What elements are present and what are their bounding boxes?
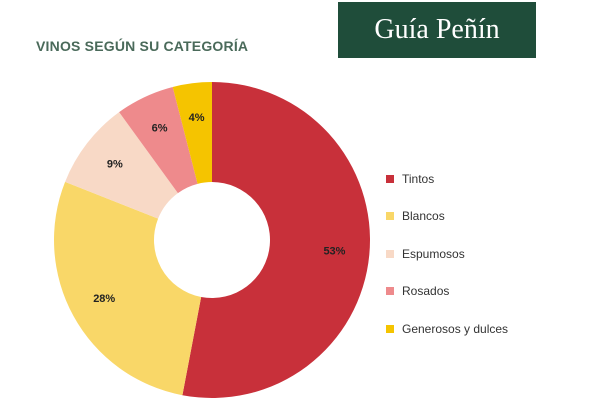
slice-label-blancos: 28% <box>93 293 115 305</box>
legend-swatch <box>386 174 394 183</box>
brand-logo: Guía Peñín <box>338 2 536 58</box>
legend-label: Blancos <box>402 209 445 224</box>
legend-swatch <box>386 212 394 221</box>
legend-swatch <box>386 249 394 258</box>
legend-item-espumosos: Espumosos <box>386 235 508 273</box>
slice-rosados <box>119 86 198 194</box>
legend-item-rosados: Rosados <box>386 273 508 311</box>
legend-label: Espumosos <box>402 246 465 261</box>
slice-tintos <box>182 82 371 398</box>
legend-label: Tintos <box>402 171 435 186</box>
legend-item-tintos: Tintos <box>386 160 508 198</box>
chart-title: VINOS SEGÚN SU CATEGORÍA <box>36 38 249 54</box>
slice-label-rosados: 6% <box>152 123 168 135</box>
chart-legend: Tintos Blancos Espumosos Rosados Generos… <box>386 160 508 348</box>
slice-espumosos <box>65 112 178 219</box>
slice-label-generosos-y-dulces: 4% <box>189 112 205 124</box>
legend-swatch <box>386 324 394 333</box>
slice-labels: 53% 28% 9% 6% 4% <box>93 112 345 305</box>
legend-item-generosos-y-dulces: Generosos y dulces <box>386 310 508 348</box>
legend-item-blancos: Blancos <box>386 198 508 236</box>
slice-blancos <box>54 181 202 396</box>
legend-swatch <box>386 287 394 296</box>
slice-label-espumosos: 9% <box>107 159 123 171</box>
legend-label: Generosos y dulces <box>402 321 509 336</box>
legend-label: Rosados <box>402 284 450 299</box>
slice-generosos-y-dulces <box>172 82 212 184</box>
slice-label-tintos: 53% <box>323 245 345 257</box>
donut-slices <box>54 82 371 398</box>
